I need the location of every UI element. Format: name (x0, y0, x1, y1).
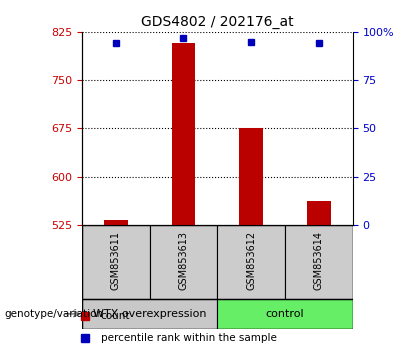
Text: GSM853614: GSM853614 (314, 231, 324, 290)
Text: GSM853613: GSM853613 (178, 231, 189, 290)
Text: GSM853611: GSM853611 (111, 231, 121, 290)
Bar (285, 225, 353, 299)
Text: genotype/variation: genotype/variation (4, 309, 103, 319)
Bar (239, 128, 263, 225)
Text: WTX overexpression: WTX overexpression (93, 309, 206, 319)
Bar (82, 225, 150, 299)
Bar (172, 43, 195, 225)
Text: count: count (101, 311, 130, 321)
Bar (104, 219, 128, 225)
Bar (218, 299, 353, 329)
Bar (150, 225, 218, 299)
Bar (307, 201, 331, 225)
Bar (218, 225, 285, 299)
Title: GDS4802 / 202176_at: GDS4802 / 202176_at (141, 16, 294, 29)
Text: percentile rank within the sample: percentile rank within the sample (101, 332, 277, 343)
Text: GSM853612: GSM853612 (246, 231, 256, 290)
Bar (82, 299, 218, 329)
Text: control: control (266, 309, 304, 319)
